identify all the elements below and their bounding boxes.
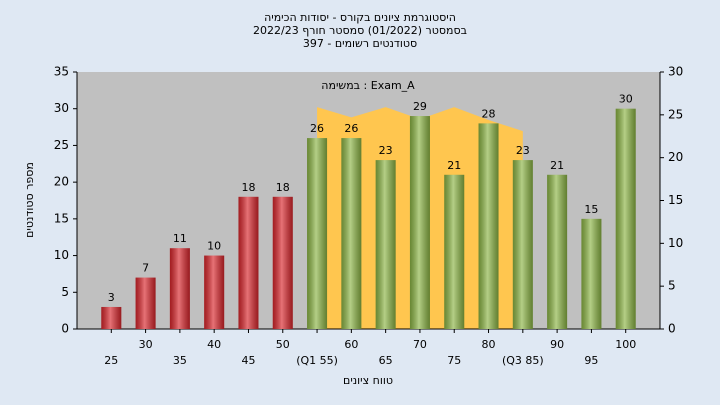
x-tick-label: 35	[173, 354, 187, 367]
data-label: 21	[447, 159, 461, 172]
y-tick-label: 35	[54, 65, 69, 79]
bar-shade	[512, 160, 533, 329]
x-tick-label: 80	[482, 338, 496, 351]
x-tick-label: 65	[379, 354, 393, 367]
data-label: 18	[241, 181, 255, 194]
bar-shade	[307, 138, 328, 329]
y2-tick-label: 0	[668, 322, 676, 336]
bar-shade	[444, 174, 465, 329]
data-label: 30	[619, 93, 633, 106]
x-tick-label: 50	[276, 338, 290, 351]
data-label: 10	[207, 240, 221, 253]
y-tick-label: 25	[54, 138, 69, 152]
bar-shade	[101, 306, 122, 329]
y-tick-label: 20	[54, 175, 69, 189]
data-label: 23	[516, 144, 530, 157]
data-label: 23	[379, 144, 393, 157]
y2-tick-label: 5	[668, 279, 676, 293]
chart-subtitle: בסמסטר (01/2022) סמסטר חורף 2022/23	[253, 24, 467, 37]
bar-shade	[581, 218, 602, 329]
data-label: 11	[173, 232, 187, 245]
bar-shade	[478, 123, 499, 330]
chart-subtitle: 397 - סטודנטים רשומים	[303, 37, 417, 50]
x-tick-label: 45	[241, 354, 255, 367]
x-tick-label: 95	[584, 354, 598, 367]
data-label: 29	[413, 100, 427, 113]
x-axis-label: טווח ציונים	[343, 374, 393, 387]
y2-tick-label: 10	[668, 236, 683, 250]
data-label: 26	[310, 122, 324, 135]
data-label: 26	[344, 122, 358, 135]
x-tick-label: 90	[550, 338, 564, 351]
bar-shade	[135, 277, 156, 329]
annotation: במשימה : Exam_A	[321, 79, 415, 92]
x-tick-label: (Q3 85)	[502, 354, 544, 367]
data-label: 7	[142, 262, 149, 275]
y-tick-label: 5	[61, 285, 69, 299]
data-label: 18	[276, 181, 290, 194]
y-tick-label: 0	[61, 322, 69, 336]
y-axis-label: מספר סטודנטים	[23, 162, 36, 238]
x-tick-label: 60	[344, 338, 358, 351]
x-tick-label: 70	[413, 338, 427, 351]
bar-shade	[341, 138, 362, 329]
data-label: 21	[550, 159, 564, 172]
y2-tick-label: 20	[668, 150, 683, 164]
bar-shade	[547, 174, 568, 329]
data-label: 3	[108, 291, 115, 304]
x-tick-label: (Q1 55)	[296, 354, 338, 367]
bar-shade	[204, 255, 225, 329]
bar-shade	[238, 196, 259, 329]
bar-shade	[409, 116, 430, 329]
x-tick-label: 25	[104, 354, 118, 367]
bar-shade	[615, 108, 636, 329]
y2-tick-label: 30	[668, 65, 683, 79]
data-label: 28	[482, 107, 496, 120]
y2-tick-label: 25	[668, 107, 683, 121]
x-tick-label: 75	[447, 354, 461, 367]
x-tick-label: 40	[207, 338, 221, 351]
x-tick-label: 30	[139, 338, 153, 351]
y-tick-label: 10	[54, 248, 69, 262]
bar-shade	[272, 196, 293, 329]
x-tick-label: 100	[615, 338, 636, 351]
bar-shade	[375, 160, 396, 329]
y-tick-label: 30	[54, 101, 69, 115]
y2-tick-label: 15	[668, 193, 683, 207]
chart-title: היסטוגרמת ציונים בקורס - יסודות הכימיה	[264, 11, 456, 24]
bar-shade	[169, 248, 190, 329]
data-label: 15	[584, 203, 598, 216]
y-tick-label: 15	[54, 211, 69, 225]
